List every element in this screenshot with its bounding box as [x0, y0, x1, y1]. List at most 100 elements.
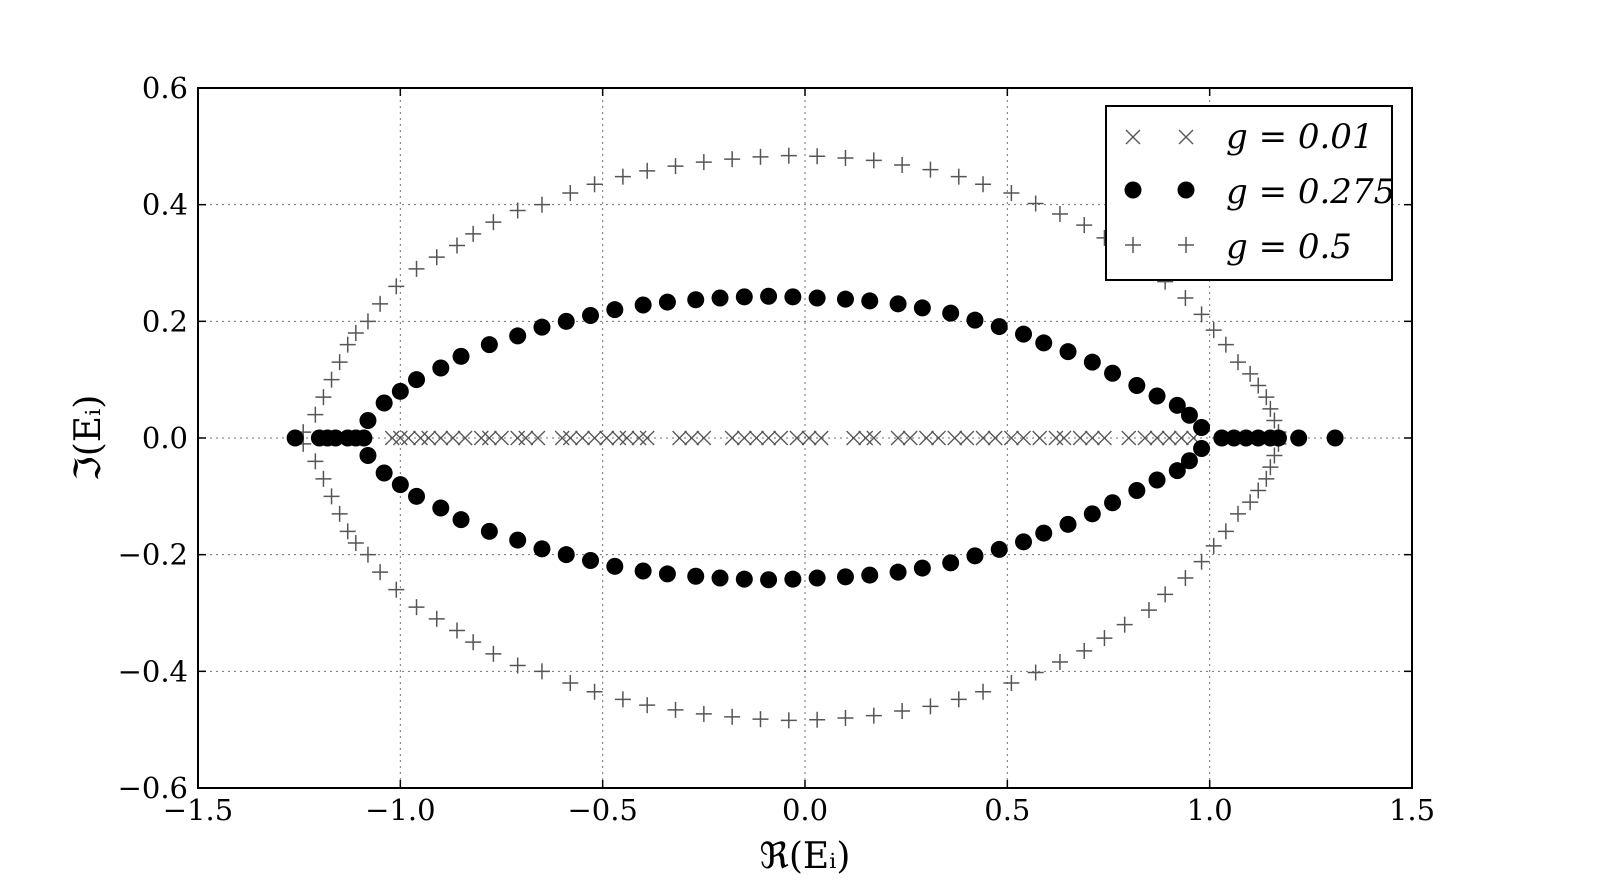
point-g-0275	[913, 299, 931, 317]
point-g-001	[530, 430, 546, 446]
point-g-001	[1137, 430, 1153, 446]
point-g-0275	[1059, 343, 1077, 361]
point-g-0275	[1249, 429, 1267, 447]
point-g-05	[339, 523, 356, 540]
point-g-0275	[889, 563, 907, 581]
data-points	[286, 147, 1344, 729]
point-g-05	[307, 453, 324, 470]
point-g-0275	[942, 554, 960, 572]
point-g-0275	[1035, 334, 1053, 352]
point-g-05	[323, 371, 340, 388]
point-g-05	[1262, 400, 1279, 417]
point-g-0275	[391, 476, 409, 494]
tick-labels: −1.5 −1.0 −0.5 0.0 0.5 1.0 1.5 −0.6 −0.4 −0.2 0.0 0…	[118, 71, 1435, 827]
point-g-05	[1250, 482, 1267, 499]
point-g-05	[372, 295, 389, 312]
point-g-05	[509, 657, 526, 674]
point-g-05	[780, 147, 797, 164]
point-g-05	[509, 202, 526, 219]
point-g-0275	[359, 447, 377, 464]
point-g-05	[639, 697, 656, 714]
point-g-05	[347, 325, 364, 341]
y-tick-label: 0.6	[142, 71, 188, 105]
point-g-05	[465, 225, 482, 242]
point-g-0275	[452, 511, 470, 529]
point-g-05	[1242, 494, 1259, 511]
point-g-05	[894, 703, 911, 719]
point-g-05	[950, 168, 967, 185]
point-g-0275	[359, 412, 377, 429]
point-g-001	[1084, 430, 1100, 446]
y-tick-label: 0.4	[142, 188, 188, 222]
point-g-05	[347, 535, 364, 551]
point-g-0275	[1326, 429, 1344, 447]
point-g-0275	[286, 429, 304, 447]
point-g-001	[433, 430, 449, 446]
point-g-0275	[687, 291, 705, 309]
point-g-0275	[408, 487, 426, 505]
point-g-05	[1177, 290, 1194, 306]
point-g-001	[599, 430, 615, 446]
point-g-05	[388, 278, 405, 295]
point-g-001	[724, 430, 740, 446]
point-g-0275	[687, 567, 705, 585]
point-g-0275	[509, 327, 527, 345]
point-g-05	[667, 701, 684, 718]
point-g-001	[987, 430, 1003, 446]
point-g-05	[408, 260, 425, 277]
point-g-05	[809, 148, 826, 165]
point-g-05	[408, 599, 425, 616]
point-g-001	[510, 430, 526, 446]
legend-markers	[1124, 129, 1195, 253]
point-g-05	[1205, 537, 1222, 554]
point-g-001	[1032, 430, 1048, 446]
point-g-0275	[533, 318, 551, 336]
point-g-05	[1193, 306, 1210, 323]
point-g-0275	[1213, 429, 1231, 447]
point-g-001	[518, 430, 534, 446]
point-g-001	[1173, 430, 1189, 446]
x-axis-label: ℜ(Eᵢ)	[760, 836, 851, 877]
point-g-0275	[1128, 482, 1146, 499]
point-g-001	[421, 430, 437, 446]
point-g-0275	[990, 540, 1008, 558]
point-g-001	[1149, 430, 1165, 446]
point-g-0275	[836, 568, 854, 586]
point-g-05	[1258, 389, 1275, 406]
point-g-05	[485, 214, 502, 231]
point-g-001	[1003, 430, 1019, 446]
point-g-0275	[808, 569, 826, 587]
point-g-05	[752, 711, 769, 728]
point-g-0275	[1225, 429, 1243, 447]
point-g-001	[384, 430, 400, 446]
point-g-001	[975, 430, 991, 446]
point-g-001	[696, 430, 712, 446]
point-g-0275	[1168, 462, 1186, 480]
point-g-05	[1266, 447, 1283, 464]
point-g-05	[339, 336, 356, 353]
point-g-05	[1217, 523, 1234, 540]
point-g-001	[473, 430, 489, 446]
point-g-0275	[1168, 396, 1186, 414]
point-g-05	[331, 505, 348, 522]
point-g-0275	[735, 288, 753, 306]
point-g-05	[1157, 586, 1174, 603]
point-g-0275	[480, 522, 498, 540]
point-g-001	[445, 430, 461, 446]
point-g-0275	[452, 347, 470, 365]
point-g-05	[1193, 553, 1210, 570]
point-g-0275	[861, 566, 879, 584]
point-g-05	[586, 176, 603, 193]
point-g-001	[947, 430, 963, 446]
point-g-05	[614, 168, 631, 185]
point-g-05	[448, 237, 465, 254]
point-g-0275	[808, 289, 826, 307]
point-g-0275	[1180, 406, 1198, 424]
point-g-05	[1229, 354, 1246, 371]
point-g-05	[865, 707, 882, 724]
y-axis-label: ℑ(Eᵢ)	[68, 395, 109, 482]
point-g-0275	[913, 559, 931, 577]
point-g-05	[586, 683, 603, 700]
point-g-0275	[889, 295, 907, 313]
